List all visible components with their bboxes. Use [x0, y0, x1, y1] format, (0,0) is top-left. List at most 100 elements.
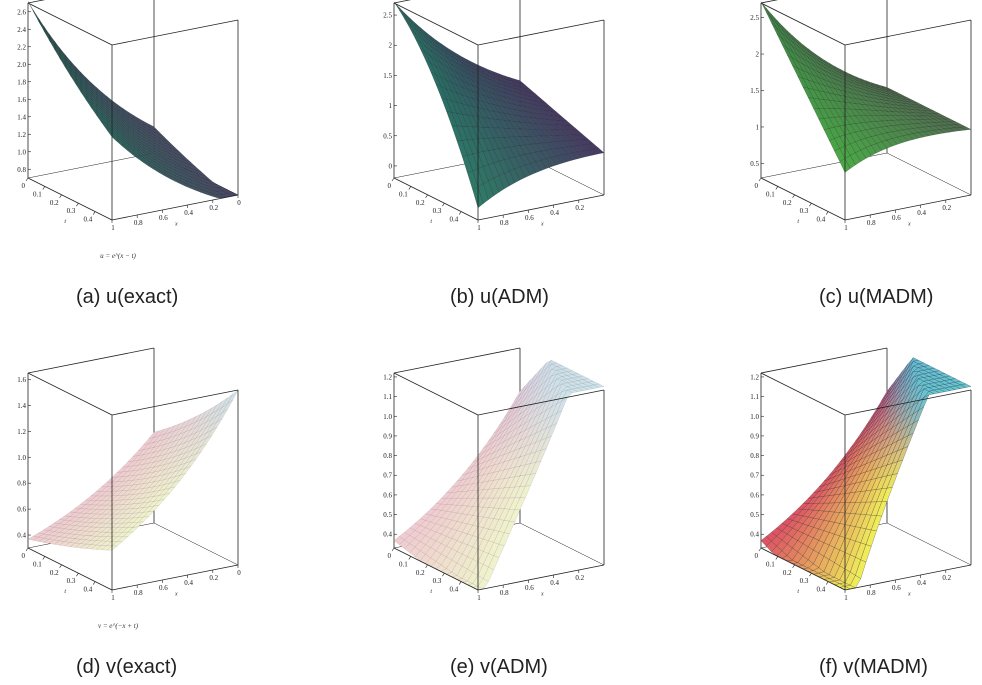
t-tick-mark: [792, 194, 795, 198]
t-tick-label: 0.4: [816, 216, 825, 224]
x-tick-label: 0.2: [942, 204, 951, 212]
x-tick-label: 0: [237, 569, 241, 577]
box-front-edges: [760, 2, 972, 221]
box-front-edges: [27, 372, 239, 591]
t-axis-label: t: [64, 589, 66, 595]
z-tick-label: 2: [389, 42, 393, 50]
box-edge: [393, 2, 479, 46]
plot-panel-b: 2.5 2 1.5 1 0.5 0 0 0.1 0.2 0.3 0.4 t 1 0.8 0.6 0.4 0.2 x: [366, 0, 614, 243]
t-tick-label: 0.4: [816, 586, 825, 594]
t-axis-ticks: 0 0.1 0.2 0.3 0.4 t: [388, 547, 462, 595]
surface-patch: [850, 152, 862, 166]
t-tick-label: 0.2: [416, 199, 425, 207]
t-tick-mark: [42, 186, 46, 190]
t-tick-label: 0.1: [399, 560, 408, 568]
z-tick-label: 1.2: [17, 131, 26, 139]
z-tick-label: 2.5: [750, 14, 759, 22]
surface-formula: v = e^(−x + t): [98, 622, 139, 630]
t-axis-ticks: 0 0.1 0.2 0.3 0.4 t: [755, 177, 829, 225]
t-tick-mark: [775, 186, 779, 190]
box-edge: [393, 547, 479, 591]
x-tick-label: 0.8: [500, 589, 509, 597]
x-tick-label: 0.8: [867, 589, 876, 597]
t-tick-label: 0: [755, 182, 759, 190]
z-tick-label: 2.4: [17, 26, 26, 34]
box-edge: [477, 564, 605, 591]
z-axis-ticks: 1.2 1.1 1.0 0.9 0.8 0.7 0.6 0.5 0.4: [750, 373, 764, 539]
t-tick-mark: [76, 203, 79, 207]
z-tick-label: 1.0: [17, 454, 26, 462]
x-tick-label: 0: [237, 199, 241, 207]
x-tick-label: 1: [477, 594, 481, 602]
t-tick-mark: [775, 556, 779, 560]
t-tick-mark: [391, 177, 395, 182]
z-tick-label: 1: [756, 123, 760, 131]
surface-patch: [158, 492, 171, 501]
plot-panel-d: 1.6 1.4 1.2 1.0 0.8 0.6 0.4 0 0.1 0.2 0.3 0.4 t 1 0.8 0…: [0, 347, 248, 630]
surface-patch: [498, 173, 510, 190]
surface-plot-a: 2.6 2.4 2.2 2.0 1.8 1.6 1.4 1.2 1.0 0.8 0 0.1 0.2 0.3…: [17, 0, 241, 260]
box-edge: [886, 522, 972, 566]
surface-patch: [918, 131, 930, 138]
t-tick-mark: [809, 573, 812, 577]
z-tick-label: 0.8: [750, 452, 759, 460]
t-tick-label: 0.2: [50, 569, 59, 577]
t-tick-label: 0.4: [83, 586, 92, 594]
t-tick-label: 0.2: [50, 199, 59, 207]
t-tick-mark: [825, 211, 829, 215]
surface-patch: [227, 390, 239, 404]
box-edge: [111, 194, 239, 221]
surface-patch: [143, 159, 155, 170]
surface-plot-c: 2.5 2 1.5 1 0.5 0 0.1 0.2 0.3 0.4 t 1 0.8 0.6 0.4 0.2 x: [750, 0, 972, 232]
x-tick-label: 0.2: [209, 574, 218, 582]
x-axis-ticks: 1 0.8 0.6 0.4 0.2 x: [844, 570, 952, 602]
surface-patch: [535, 448, 547, 463]
surface-mesh: [760, 357, 972, 591]
surface-mesh: [393, 1, 605, 209]
surface-patch: [211, 418, 223, 431]
z-tick-label: 0.7: [750, 472, 759, 480]
t-tick-label: 0: [388, 552, 392, 560]
z-tick-label: 0.8: [17, 480, 26, 488]
x-tick-label: 0.6: [892, 584, 901, 592]
surface-patch: [556, 397, 568, 414]
z-tick-label: 0.9: [750, 432, 759, 440]
plot-panel-f: 1.2 1.1 1.0 0.9 0.8 0.7 0.6 0.5 0.4 0 0.1 0.2 0.3 0.4…: [733, 347, 981, 613]
z-tick-label: 0.8: [383, 452, 392, 460]
t-tick-mark: [25, 177, 29, 182]
z-tick-label: 1.1: [383, 393, 392, 401]
z-tick-label: 1.2: [383, 373, 392, 381]
surface-patch: [483, 180, 495, 200]
surface-patch: [593, 147, 605, 155]
z-tick-label: 2: [756, 51, 760, 59]
box-front-edges: [393, 372, 605, 591]
box-edge: [111, 564, 239, 591]
surface-patch: [169, 479, 181, 489]
z-tick-label: 0.6: [383, 491, 392, 499]
surface-patch: [137, 516, 150, 523]
t-tick-label: 0.4: [449, 586, 458, 594]
caption-b: (b) u(ADM): [450, 286, 549, 308]
x-tick-label: 0.4: [550, 209, 559, 217]
z-tick-label: 2.2: [17, 43, 26, 51]
x-axis-label: x: [907, 222, 911, 228]
t-tick-mark: [442, 203, 445, 207]
x-tick-label: 1: [111, 594, 115, 602]
caption-c: (c) u(MADM): [819, 286, 934, 308]
z-tick-label: 1.1: [750, 393, 759, 401]
t-axis-ticks: 0 0.1 0.2 0.3 0.4 t: [755, 547, 829, 595]
surface-patch: [127, 526, 139, 533]
surface-formula: u = e^(x − t): [100, 252, 136, 260]
surface-patch: [132, 152, 144, 163]
surface-patch: [201, 189, 212, 197]
surface-patch: [164, 172, 176, 182]
z-axis-ticks: 1.2 1.1 1.0 0.9 0.8 0.7 0.6 0.5 0.4: [383, 373, 397, 539]
t-tick-label: 0.3: [433, 207, 442, 215]
box-edge: [760, 177, 846, 221]
x-tick-label: 1: [111, 224, 115, 232]
z-tick-label: 1: [389, 102, 393, 110]
surface-plot-f: 1.2 1.1 1.0 0.9 0.8 0.7 0.6 0.5 0.4 0 0.1 0.2 0.3 0.4…: [750, 347, 972, 602]
t-axis-label: t: [430, 589, 432, 595]
t-tick-mark: [425, 564, 428, 568]
x-tick-label: 0.6: [525, 584, 534, 592]
